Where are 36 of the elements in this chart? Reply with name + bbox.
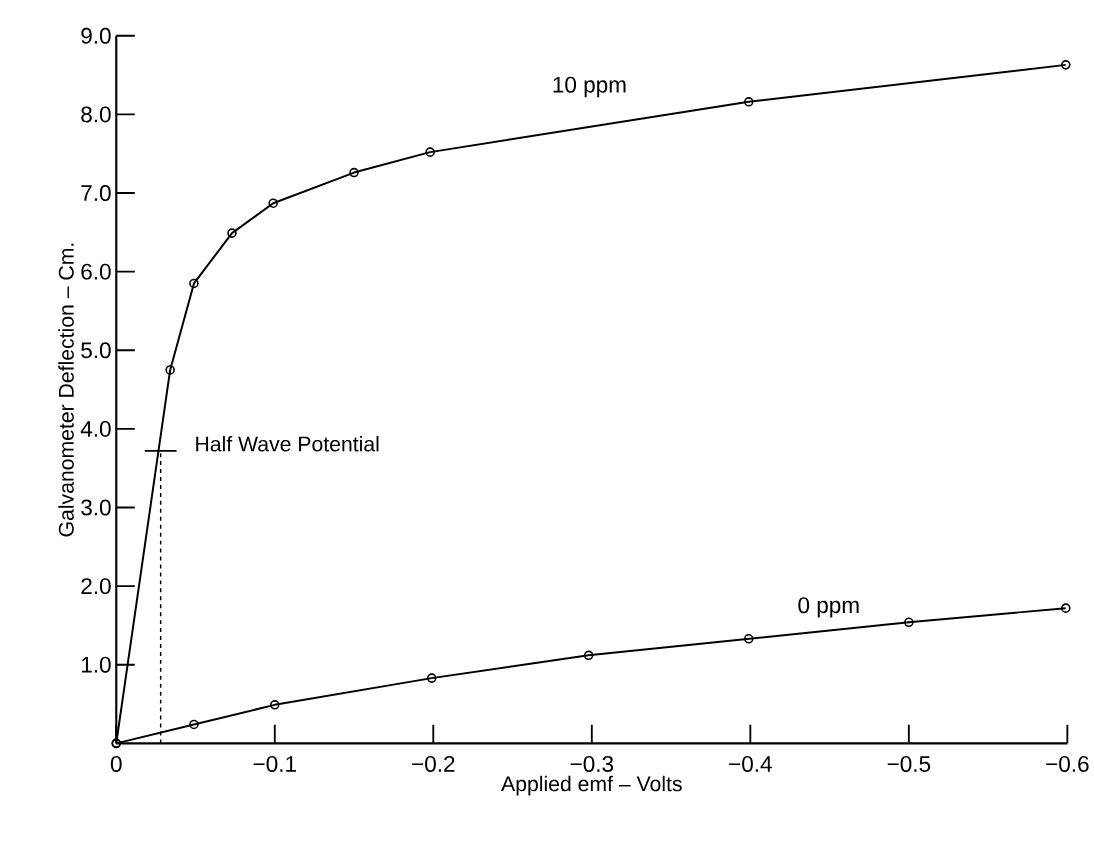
x-tick-label: −0.5 [887, 756, 931, 773]
point [227, 228, 237, 239]
point [189, 278, 199, 289]
y-tick-label: 4.0 [80, 421, 111, 438]
point [1060, 603, 1071, 614]
y-tick-label: 3.0 [81, 499, 111, 516]
y-tick-label: 1.0 [82, 656, 111, 673]
point [1060, 60, 1071, 70]
x-axis-title: Applied emf – Volts [501, 775, 682, 796]
point [268, 198, 278, 209]
point [165, 365, 175, 375]
x-tick-label: 0 [110, 756, 122, 773]
x-tick-label: −0.2 [412, 756, 455, 773]
point [743, 634, 754, 644]
x-tick-label: −0.4 [729, 756, 772, 773]
x-tick-label: −0.6 [1046, 756, 1089, 773]
x-tick-label: −0.1 [253, 756, 296, 773]
y-tick-label: 9.0 [81, 27, 111, 44]
point [425, 147, 435, 158]
point [426, 673, 437, 684]
y-tick-label: 2.0 [81, 578, 111, 595]
point [904, 617, 914, 628]
series-label: 0 ppm [798, 597, 859, 618]
x-tick-label: −0.3 [570, 756, 614, 773]
y-tick-label: 5.0 [81, 342, 111, 359]
point [349, 167, 359, 178]
point [583, 650, 594, 661]
point [270, 700, 280, 710]
y-tick-label: 7.0 [81, 185, 111, 202]
y-tick-label: 8.0 [81, 106, 111, 123]
point [743, 97, 754, 107]
point [189, 719, 199, 730]
y-axis-title: Galvanometer Deflection – Cm. [58, 243, 74, 537]
series-label: 10 ppm [553, 76, 626, 98]
annotation: Half Wave Potential [196, 436, 379, 452]
y-tick-label: 6.0 [81, 263, 111, 280]
